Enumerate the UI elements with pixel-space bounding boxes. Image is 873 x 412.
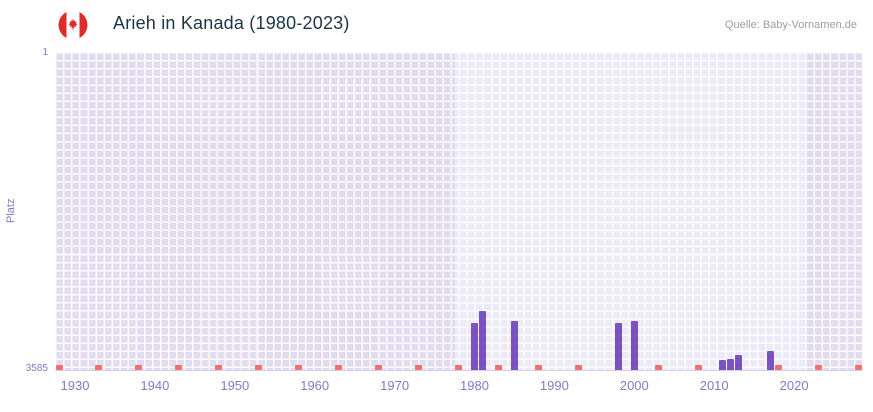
no-rank-marker-2028[interactable] — [854, 365, 862, 370]
bar-2013[interactable] — [734, 354, 742, 370]
no-rank-marker-1948[interactable] — [215, 365, 223, 370]
no-rank-marker-1933[interactable] — [95, 365, 103, 370]
no-rank-marker-1973[interactable] — [415, 365, 422, 370]
no-rank-marker-1988[interactable] — [534, 365, 542, 370]
x-axis-tick-label: 2020 — [779, 378, 809, 393]
y-axis-max-label: 1 — [42, 47, 48, 58]
no-rank-marker-1963[interactable] — [335, 365, 343, 370]
bar-2011[interactable] — [718, 359, 726, 370]
x-axis-tick-label: 1930 — [60, 378, 90, 393]
no-rank-marker-1983[interactable] — [495, 365, 502, 370]
no-rank-marker-1958[interactable] — [295, 365, 303, 370]
x-axis-tick-label: 1970 — [380, 378, 410, 393]
no-rank-marker-2023[interactable] — [814, 365, 822, 370]
x-axis-tick-label: 1960 — [300, 378, 330, 393]
canada-flag-icon — [58, 10, 88, 40]
x-axis-tick-label: 1950 — [220, 378, 250, 393]
y-axis-title: Platz — [5, 198, 17, 224]
x-axis-tick-label: 2010 — [699, 378, 729, 393]
x-axis: 1930 1940 1950 1960 1970 1980 1990 2000 2010 2020 — [55, 378, 862, 396]
x-axis-tick-label: 1980 — [460, 378, 489, 393]
bar-2000[interactable] — [630, 320, 638, 370]
chart-title: Arieh in Kanada (1980-2023) — [113, 13, 350, 33]
no-rank-marker-1943[interactable] — [175, 365, 183, 370]
no-rank-marker-1968[interactable] — [375, 365, 383, 370]
bar-2017[interactable] — [766, 350, 774, 370]
bar-1998[interactable] — [614, 322, 622, 370]
x-axis-tick-label: 2000 — [619, 378, 649, 393]
bar-2012[interactable] — [726, 358, 734, 370]
no-rank-marker-2008[interactable] — [694, 365, 702, 370]
source-attribution: Quelle: Baby-Vornamen.de — [724, 19, 857, 31]
no-rank-marker-1993[interactable] — [574, 365, 582, 370]
no-rank-marker-1978[interactable] — [455, 365, 462, 370]
bar-1985[interactable] — [510, 320, 518, 370]
bar-1981[interactable] — [479, 311, 486, 370]
no-rank-marker-1953[interactable] — [255, 365, 263, 370]
no-rank-marker-2003[interactable] — [654, 365, 662, 370]
chart-header: Arieh in Kanada (1980-2023) Quelle: Baby… — [58, 10, 857, 44]
x-axis-tick-label: 1990 — [539, 378, 569, 393]
chart-plot-area — [55, 52, 862, 371]
no-rank-marker-1938[interactable] — [135, 365, 143, 370]
bar-1980[interactable] — [471, 322, 478, 370]
no-rank-marker-1928[interactable] — [55, 365, 63, 370]
x-axis-tick-label: 1940 — [140, 378, 170, 393]
y-axis-min-label: 3585 — [25, 363, 48, 374]
data-marks-layer — [55, 52, 862, 370]
grid-lines — [55, 52, 862, 370]
no-rank-marker-2018[interactable] — [774, 365, 782, 370]
